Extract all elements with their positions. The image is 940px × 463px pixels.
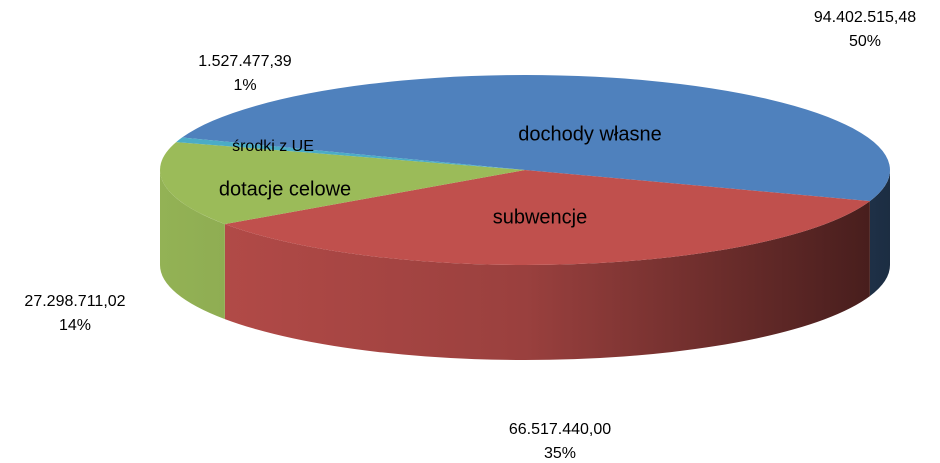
value-label: 66.517.440,00 <box>509 421 611 438</box>
slice <box>176 137 525 170</box>
slice-tops <box>160 74 891 265</box>
value-label: 27.298.711,02 <box>24 293 125 310</box>
value-label: 1.527.477,39 <box>198 53 292 70</box>
category-label: dochody własne <box>518 123 661 145</box>
percent-label: 50% <box>849 33 881 50</box>
slice <box>224 170 870 265</box>
slice <box>182 74 891 202</box>
percent-label: 35% <box>544 445 576 462</box>
percent-label: 1% <box>233 77 256 94</box>
slice-side <box>160 170 225 320</box>
category-label: dotacje celowe <box>219 178 351 200</box>
slice-side <box>224 201 870 360</box>
category-label: środki z UE <box>232 138 314 155</box>
value-label: 94.402.515,48 <box>814 9 916 26</box>
slice-side <box>869 170 890 297</box>
slice-sides <box>160 170 890 360</box>
slice <box>160 142 525 225</box>
percent-label: 14% <box>59 317 91 334</box>
category-label: subwencje <box>493 206 588 228</box>
